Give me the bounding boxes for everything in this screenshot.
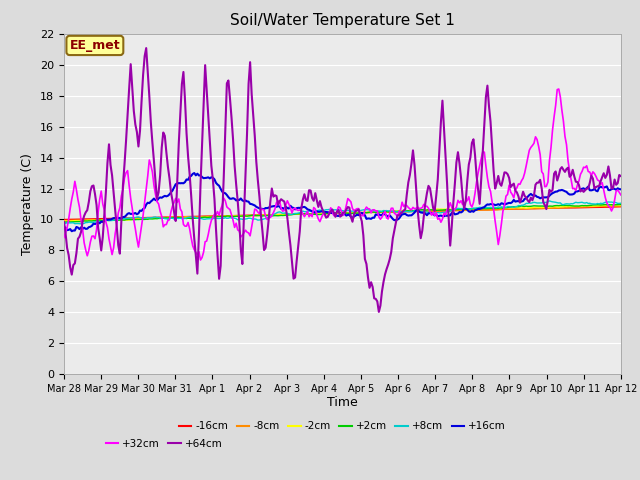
X-axis label: Time: Time bbox=[327, 396, 358, 408]
Text: EE_met: EE_met bbox=[70, 39, 120, 52]
Title: Soil/Water Temperature Set 1: Soil/Water Temperature Set 1 bbox=[230, 13, 455, 28]
Y-axis label: Temperature (C): Temperature (C) bbox=[22, 153, 35, 255]
Legend: +32cm, +64cm: +32cm, +64cm bbox=[102, 434, 227, 453]
